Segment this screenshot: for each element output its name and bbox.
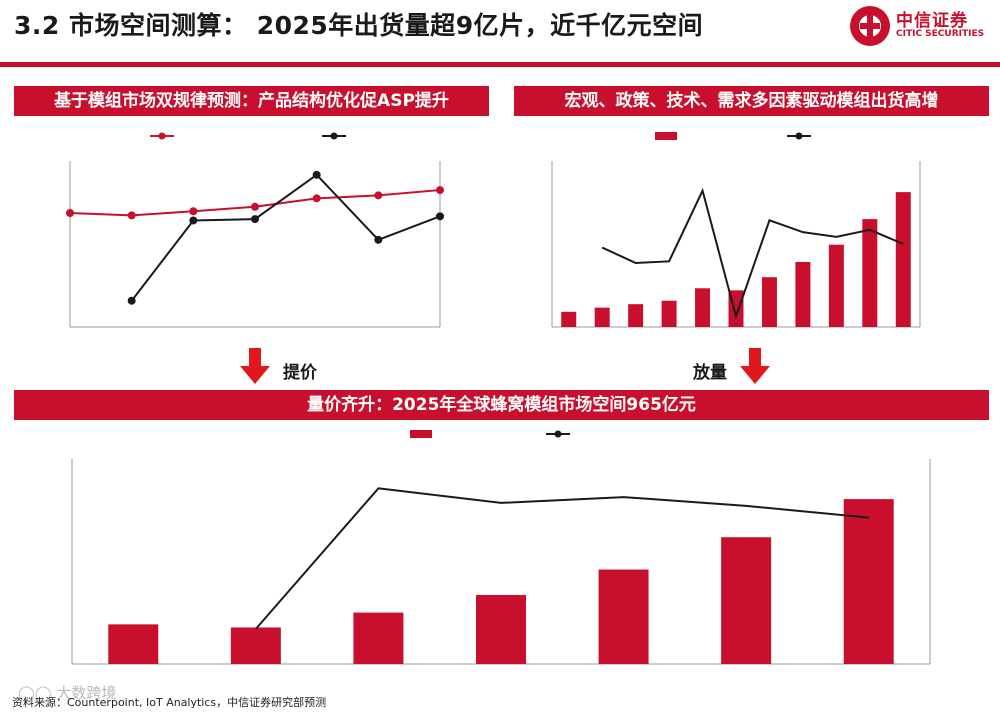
series-line: [255, 487, 869, 630]
watermark-text: 大数跨境: [56, 684, 117, 702]
data-point: [312, 170, 321, 179]
data-point: [127, 211, 136, 220]
bar: [843, 499, 894, 664]
logo-text-cn: 中信证券: [896, 11, 968, 31]
source-note: 资料来源：Counterpoint, IoT Analytics，中信证券研究部…: [12, 696, 327, 709]
bar: [230, 627, 281, 664]
legend-marker: [158, 132, 166, 140]
title-bar: 3.2 市场空间测算： 2025年出货量超9亿片，近千亿元空间 中信证券 CIT…: [0, 0, 1000, 62]
data-point: [312, 194, 321, 203]
arrow-right-label: 放量: [693, 363, 727, 383]
data-point: [251, 202, 259, 211]
series-line: [69, 189, 441, 217]
bar: [598, 569, 649, 664]
company-logo: 中信证券 CITIC SECURITIES: [848, 4, 998, 50]
left-panel-header: 基于模组市场双规律预测：产品结构优化促ASP提升: [14, 86, 489, 116]
bar: [661, 300, 677, 327]
legend-swatch-bar: [410, 430, 432, 438]
arrow-left-label: 提价: [283, 363, 317, 383]
asp-chart: [66, 132, 444, 328]
data-point: [251, 215, 259, 224]
down-arrow-left-icon: [240, 348, 270, 384]
series-line: [130, 173, 441, 302]
watermark: ◯◯ 大数跨境: [18, 684, 117, 702]
down-arrow-right-icon: [740, 348, 770, 384]
data-point: [374, 235, 383, 244]
data-point: [374, 191, 383, 200]
logo-text-en: CITIC SECURITIES: [896, 29, 985, 39]
citic-logo-icon: [850, 6, 890, 46]
bottom-panel-header: 量价齐升：2025年全球蜂窝模组市场空间965亿元: [14, 390, 989, 420]
data-point: [189, 216, 198, 225]
shipment-chart: [551, 132, 921, 328]
bar: [828, 244, 844, 327]
bar: [561, 311, 577, 327]
legend-marker: [330, 132, 338, 140]
legend-marker: [554, 430, 562, 438]
page-title: 3.2 市场空间测算： 2025年出货量超9亿片，近千亿元空间: [14, 11, 704, 40]
bar: [795, 261, 811, 327]
data-point: [436, 212, 444, 221]
data-point: [66, 208, 74, 217]
legend-swatch-bar: [655, 132, 677, 140]
bar: [721, 537, 772, 664]
title-rule: [0, 62, 1000, 67]
series-line: [601, 187, 904, 320]
data-point: [127, 296, 136, 305]
bar: [761, 277, 777, 327]
data-point: [189, 207, 198, 216]
bar: [108, 624, 159, 664]
right-panel-header: 宏观、政策、技术、需求多因素驱动模组出货高增: [514, 86, 989, 116]
bar: [695, 288, 711, 327]
bar: [628, 304, 644, 327]
bar: [895, 192, 911, 327]
bar: [353, 612, 404, 664]
bar: [476, 594, 526, 664]
bar: [862, 219, 878, 327]
market-size-chart: [71, 430, 931, 665]
bar: [594, 307, 610, 327]
data-point: [436, 186, 444, 195]
legend-marker: [795, 132, 803, 140]
